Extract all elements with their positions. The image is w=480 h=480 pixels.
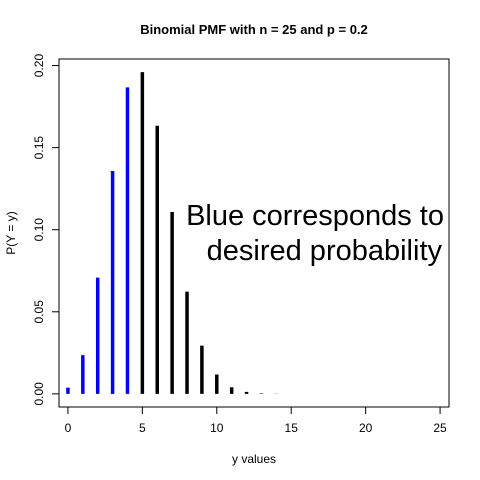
- pmf-bars: [66, 72, 279, 394]
- x-axis-label: y values: [232, 452, 276, 466]
- y-tick-label: 0.00: [32, 382, 46, 406]
- x-axis: 0 5 10 15 20 25: [65, 407, 447, 435]
- y-tick-label: 0.10: [32, 218, 46, 242]
- annotation-line-2: desired probability: [207, 235, 443, 267]
- y-axis-label: P(Y = y): [4, 211, 18, 254]
- annotation-line-1: Blue corresponds to: [186, 200, 444, 232]
- x-tick-label: 10: [210, 421, 224, 435]
- y-tick-label: 0.20: [32, 54, 46, 78]
- x-tick-label: 25: [433, 421, 447, 435]
- y-tick-label: 0.05: [32, 300, 46, 324]
- x-tick-label: 5: [139, 421, 146, 435]
- y-tick-label: 0.15: [32, 136, 46, 160]
- plot-frame: [58, 58, 450, 408]
- chart-title: Binomial PMF with n = 25 and p = 0.2: [140, 22, 368, 37]
- x-tick-label: 0: [65, 421, 72, 435]
- x-tick-label: 15: [285, 421, 299, 435]
- x-tick-label: 20: [359, 421, 373, 435]
- y-axis: 0.00 0.05 0.10 0.15 0.20: [32, 54, 59, 406]
